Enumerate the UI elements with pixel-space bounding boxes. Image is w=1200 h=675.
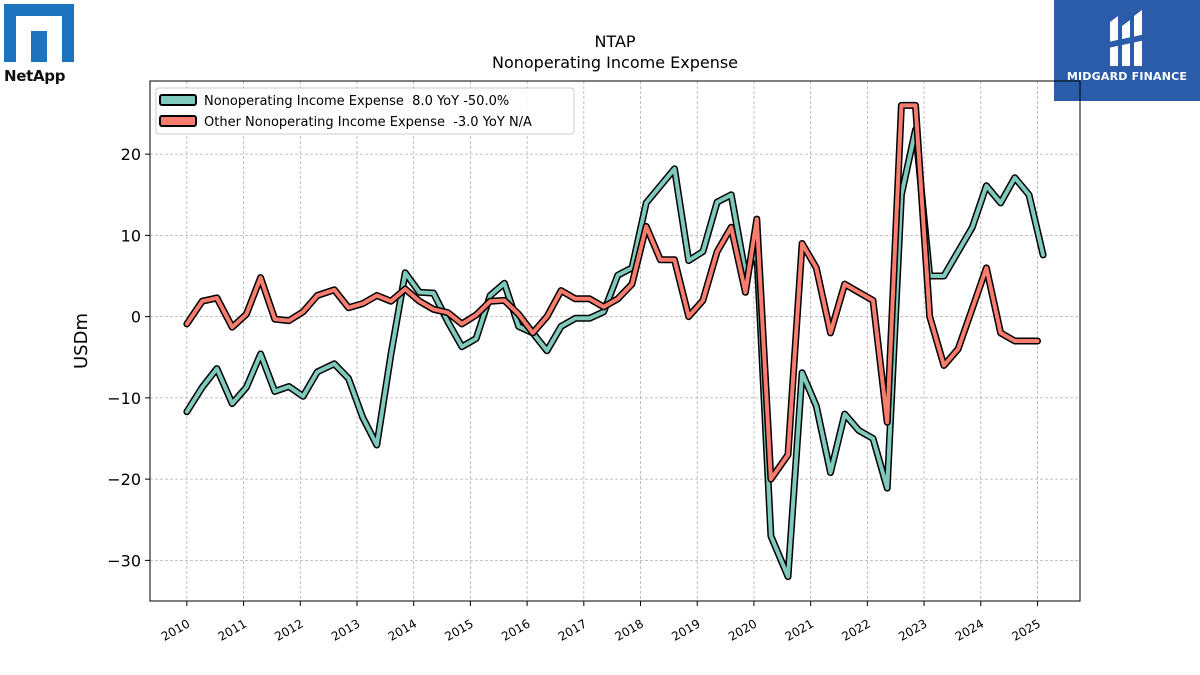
x-tick-label: 2016	[499, 616, 532, 643]
x-tick-label: 2024	[953, 616, 986, 643]
x-tick-label: 2010	[159, 616, 192, 643]
x-tick-label: 2019	[669, 616, 702, 643]
x-tick-label: 2022	[839, 616, 872, 643]
legend-box	[155, 87, 575, 135]
netapp-logo-text: NetApp	[4, 67, 66, 85]
x-tick-label: 2025	[1010, 616, 1043, 643]
x-tick-label: 2021	[783, 616, 816, 643]
x-tick-label: 2018	[613, 616, 646, 643]
grid	[150, 81, 1080, 601]
y-tick-label: 0	[131, 308, 141, 327]
midgard-emblem-icon	[1108, 10, 1146, 66]
chart-title: NTAP	[594, 32, 635, 51]
plot-frame	[149, 80, 1081, 602]
x-tick-label: 2017	[556, 616, 589, 643]
x-tick-label: 2013	[329, 616, 362, 643]
series-1-line	[184, 127, 1046, 579]
y-tick-label: −20	[107, 470, 141, 489]
series-2-line	[184, 103, 1040, 482]
y-tick-label: 10	[121, 226, 141, 245]
legend-swatch-1	[159, 94, 197, 106]
x-tick-label: 2023	[896, 616, 929, 643]
netapp-logo: NetApp	[4, 4, 80, 94]
y-tick-label: −30	[107, 551, 141, 570]
y-axis-label: USDm	[71, 313, 92, 369]
x-tick-label: 2020	[726, 616, 759, 643]
x-axis: 2010 2011 2012 2013 2014 2015 2016 2017 2018 2019…	[159, 601, 1043, 644]
x-tick-label: 2012	[272, 616, 305, 643]
netapp-logo-mark-icon	[4, 4, 74, 62]
legend: Nonoperating Income Expense 8.0 YoY -50.…	[155, 87, 575, 135]
series-layer	[183, 101, 1047, 581]
midgard-finance-logo: MIDGARD FINANCE	[1054, 0, 1200, 101]
y-tick-label: 20	[121, 145, 141, 164]
x-tick-label: 2014	[386, 616, 419, 643]
chart-subtitle: Nonoperating Income Expense	[492, 53, 738, 72]
legend-label-1: Nonoperating Income Expense 8.0 YoY -50.…	[204, 94, 509, 109]
legend-label-2: Other Nonoperating Income Expense -3.0 Y…	[204, 115, 532, 130]
x-tick-label: 2015	[442, 616, 475, 643]
y-tick-label: −10	[107, 389, 141, 408]
legend-swatch-2	[159, 115, 197, 127]
y-axis: −30 −20 −10 0 10 20	[107, 145, 150, 570]
midgard-logo-text: MIDGARD FINANCE	[1066, 70, 1188, 83]
x-tick-label: 2011	[216, 616, 249, 643]
series-1-outline	[183, 126, 1047, 581]
